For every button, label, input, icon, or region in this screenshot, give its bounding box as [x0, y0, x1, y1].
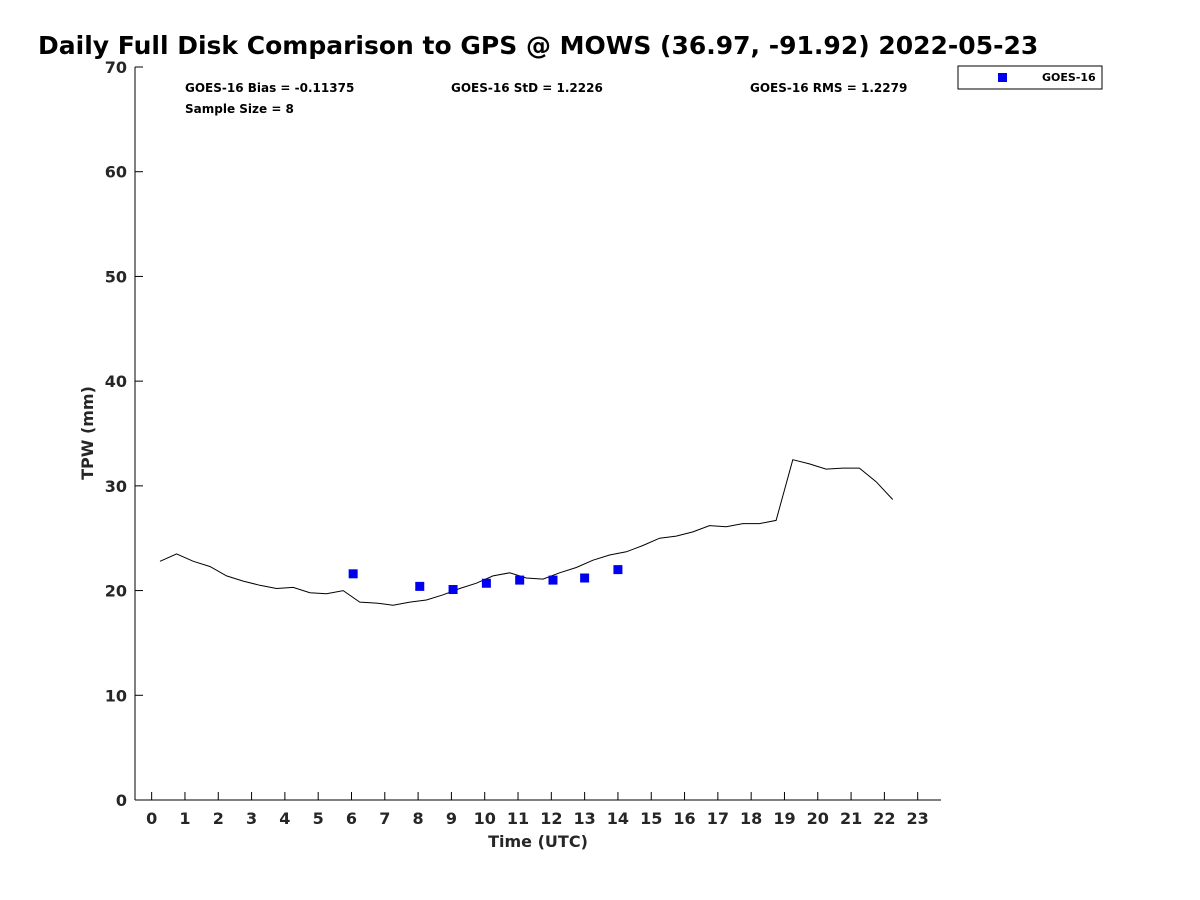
- x-tick-label: 8: [413, 809, 424, 828]
- y-axis-label: TPW (mm): [78, 386, 97, 480]
- legend: GOES-16: [957, 65, 1103, 90]
- x-tick-label: 15: [640, 809, 662, 828]
- x-tick-label: 4: [279, 809, 290, 828]
- goes16-point: [548, 575, 558, 585]
- y-tick-label: 0: [116, 791, 127, 810]
- y-tick-label: 50: [105, 267, 127, 286]
- goes16-point: [613, 565, 623, 575]
- series-layer: [159, 459, 894, 606]
- rms-annotation: GOES-16 RMS = 1.2279: [750, 81, 907, 95]
- x-tick-label: 10: [474, 809, 496, 828]
- goes16-point: [415, 581, 425, 591]
- x-tick-label: 7: [379, 809, 390, 828]
- x-tick-label: 3: [246, 809, 257, 828]
- std-annotation: GOES-16 StD = 1.2226: [451, 81, 603, 95]
- sample-size-annotation: Sample Size = 8: [185, 102, 294, 116]
- x-tick-label: 19: [773, 809, 795, 828]
- stats-annotations: GOES-16 Bias = -0.11375 GOES-16 StD = 1.…: [185, 81, 907, 116]
- axes: [134, 67, 941, 801]
- x-tick-label: 1: [179, 809, 190, 828]
- x-tick-label: 14: [607, 809, 629, 828]
- y-tick-label: 60: [105, 163, 127, 182]
- x-tick-label: 18: [740, 809, 762, 828]
- x-tick-label: 2: [213, 809, 224, 828]
- x-tick-label: 6: [346, 809, 357, 828]
- x-ticks: 0 1 2 3 4 5 6 7 8 9 10 11 12 13 14 15 16 17 18 19 20 21 22 23: [146, 792, 929, 828]
- x-tick-label: 0: [146, 809, 157, 828]
- goes16-point: [448, 585, 458, 595]
- y-tick-label: 40: [105, 372, 127, 391]
- y-tick-label: 20: [105, 582, 127, 601]
- goes16-point: [481, 578, 491, 588]
- y-tick-label: 10: [105, 686, 127, 705]
- x-tick-label: 9: [446, 809, 457, 828]
- x-tick-label: 16: [673, 809, 695, 828]
- x-tick-label: 13: [573, 809, 595, 828]
- x-tick-label: 17: [707, 809, 729, 828]
- gps-tpw-line: [159, 459, 894, 606]
- legend-label-goes16: GOES-16: [1042, 71, 1096, 84]
- goes16-point: [515, 575, 525, 585]
- x-tick-label: 5: [313, 809, 324, 828]
- bias-annotation: GOES-16 Bias = -0.11375: [185, 81, 354, 95]
- x-tick-label: 21: [840, 809, 862, 828]
- x-axis-label: Time (UTC): [488, 832, 588, 851]
- x-tick-label: 23: [907, 809, 929, 828]
- legend-marker-goes16: [998, 73, 1007, 82]
- goes16-point: [348, 569, 358, 579]
- goes16-point: [580, 573, 590, 583]
- y-tick-label: 70: [105, 58, 127, 77]
- y-ticks: 0 10 20 30 40 50 60 70: [105, 58, 143, 810]
- legend-box: [957, 65, 1103, 90]
- x-tick-label: 11: [507, 809, 529, 828]
- x-tick-label: 12: [540, 809, 562, 828]
- x-tick-label: 20: [807, 809, 829, 828]
- chart-title: Daily Full Disk Comparison to GPS @ MOWS…: [38, 31, 1038, 60]
- x-tick-label: 22: [873, 809, 895, 828]
- y-tick-label: 30: [105, 477, 127, 496]
